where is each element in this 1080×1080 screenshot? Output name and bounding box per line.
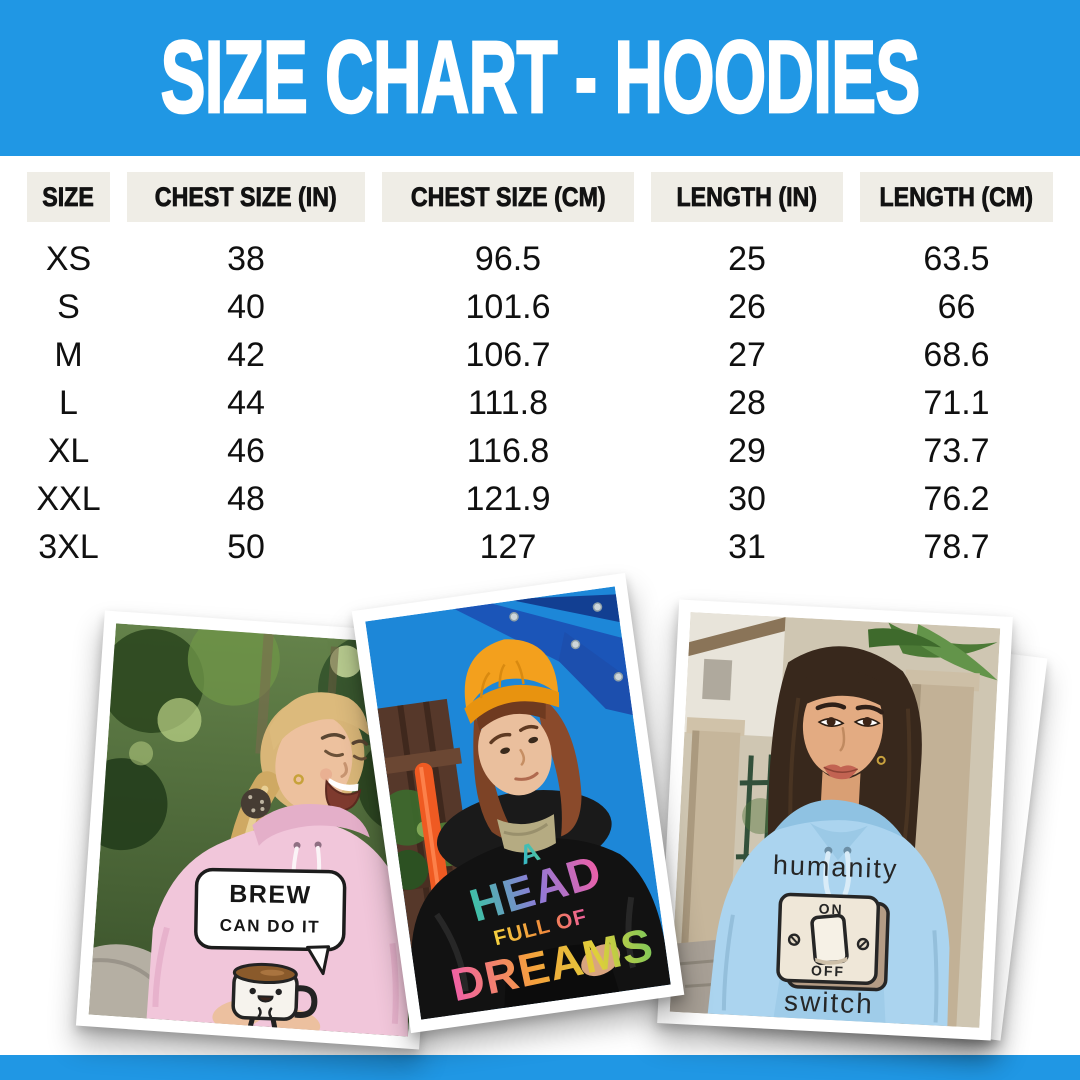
switch-off-label: OFF <box>811 962 846 979</box>
size-table-header: SIZE CHEST SIZE (IN) CHEST SIZE (CM) LEN… <box>27 172 1053 222</box>
blue-hoodie-photo-illustration: humanity ON OFF <box>669 612 1001 1028</box>
col-header-chest-cm: CHEST SIZE (CM) <box>382 172 634 222</box>
size-table-body: XS 38 96.5 25 63.5 S 40 101.6 26 66 M 42 106.7 27 68… <box>27 235 1053 571</box>
humanity-switch-graphic: humanity ON OFF <box>772 850 899 1020</box>
table-row-s: S 40 101.6 26 66 <box>57 287 976 326</box>
graphic-word-top: humanity <box>772 850 899 884</box>
table-row-xxl: XXL 48 121.9 30 76.2 <box>36 479 990 518</box>
table-row-m: M 42 106.7 27 68.6 <box>54 335 990 374</box>
table-row-xl: XL 46 116.8 29 73.7 <box>47 431 990 470</box>
bubble-text-line2: CAN DO IT <box>220 916 321 937</box>
hoodie-photo-collage: BREW CAN DO IT <box>0 572 1080 1055</box>
black-hoodie-photo-illustration: A HEAD FULL OF DREAMS <box>365 586 671 1020</box>
brew-graphic: BREW CAN DO IT <box>194 867 347 976</box>
table-row-xs: XS 38 96.5 25 63.5 <box>45 239 990 278</box>
bubble-text-line1: BREW <box>229 880 312 909</box>
table-row-l: L 44 111.8 28 71.1 <box>59 383 990 422</box>
col-header-size: SIZE <box>27 172 110 222</box>
col-header-length-in: LENGTH (IN) <box>651 172 843 222</box>
bottom-blue-strip <box>0 1055 1080 1080</box>
col-header-length-cm: LENGTH (CM) <box>860 172 1053 222</box>
size-table: SIZE CHEST SIZE (IN) CHEST SIZE (CM) LEN… <box>27 172 1053 571</box>
col-header-chest-in: CHEST SIZE (IN) <box>127 172 365 222</box>
photo-blue-hoodie: humanity ON OFF <box>657 599 1013 1041</box>
light-switch-illustration: ON OFF <box>776 892 890 992</box>
table-row-3xl: 3XL 50 127 31 78.7 <box>38 527 990 566</box>
switch-on-label: ON <box>818 901 844 918</box>
header-banner: SIZE CHART - HOODIES <box>0 0 1080 156</box>
photo-black-hoodie: A HEAD FULL OF DREAMS <box>351 572 685 1034</box>
page-title: SIZE CHART - HOODIES <box>160 20 921 135</box>
graphic-word-bottom: switch <box>784 985 875 1019</box>
coffee-mug-illustration <box>231 962 318 1034</box>
